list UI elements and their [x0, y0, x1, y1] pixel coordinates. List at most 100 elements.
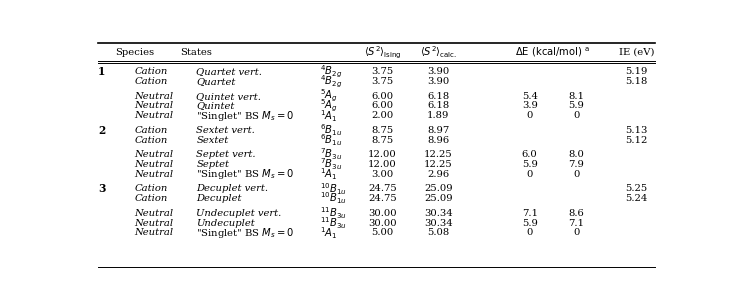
- Text: 30.34: 30.34: [424, 209, 453, 218]
- Text: 6.18: 6.18: [427, 92, 449, 101]
- Text: 5.25: 5.25: [625, 184, 648, 193]
- Text: Cation: Cation: [135, 136, 168, 145]
- Text: 3.75: 3.75: [371, 77, 394, 86]
- Text: $\Delta$E (kcal/mol) $^{\rm a}$: $\Delta$E (kcal/mol) $^{\rm a}$: [515, 46, 591, 59]
- Text: 3.90: 3.90: [427, 77, 449, 86]
- Text: 8.96: 8.96: [427, 136, 449, 145]
- Text: Quintet vert.: Quintet vert.: [196, 92, 262, 101]
- Text: Sextet vert.: Sextet vert.: [196, 126, 255, 135]
- Text: 5.24: 5.24: [625, 194, 648, 203]
- Text: 5.12: 5.12: [625, 136, 648, 145]
- Text: Quartet: Quartet: [196, 77, 236, 86]
- Text: $\langle S^2\rangle_{\rm calc.}$: $\langle S^2\rangle_{\rm calc.}$: [420, 45, 457, 60]
- Text: 2.00: 2.00: [371, 111, 394, 120]
- Text: 2: 2: [98, 125, 105, 136]
- Text: $^1A_1$: $^1A_1$: [320, 108, 338, 124]
- Text: Cation: Cation: [135, 126, 168, 135]
- Text: Species: Species: [115, 48, 154, 57]
- Text: 8.97: 8.97: [427, 126, 449, 135]
- Text: 12.00: 12.00: [368, 160, 397, 169]
- Text: 3: 3: [98, 183, 105, 194]
- Text: $^1A_1$: $^1A_1$: [320, 225, 338, 241]
- Text: $^7B_{3u}$: $^7B_{3u}$: [320, 147, 343, 162]
- Text: 3.00: 3.00: [371, 170, 394, 179]
- Text: 30.34: 30.34: [424, 218, 453, 228]
- Text: Septet: Septet: [196, 160, 229, 169]
- Text: Decuplet vert.: Decuplet vert.: [196, 184, 268, 193]
- Text: 1.89: 1.89: [427, 111, 450, 120]
- Text: $^5A_g$: $^5A_g$: [320, 98, 338, 114]
- Text: 5.9: 5.9: [522, 160, 538, 169]
- Text: Neutral: Neutral: [135, 209, 173, 218]
- Text: Neutral: Neutral: [135, 92, 173, 101]
- Text: $^{11}B_{3u}$: $^{11}B_{3u}$: [320, 205, 347, 221]
- Text: 0: 0: [573, 228, 579, 237]
- Text: Sextet: Sextet: [196, 136, 229, 145]
- Text: Neutral: Neutral: [135, 150, 173, 159]
- Text: 8.6: 8.6: [568, 209, 584, 218]
- Text: 30.00: 30.00: [368, 218, 397, 228]
- Text: $^{10}B_{1u}$: $^{10}B_{1u}$: [320, 181, 347, 197]
- Text: 5.4: 5.4: [522, 92, 538, 101]
- Text: Septet vert.: Septet vert.: [196, 150, 256, 159]
- Text: 6.18: 6.18: [427, 102, 449, 111]
- Text: Neutral: Neutral: [135, 111, 173, 120]
- Text: 5.9: 5.9: [568, 102, 584, 111]
- Text: $^4B_{2g}$: $^4B_{2g}$: [320, 64, 343, 80]
- Text: $^6B_{1u}$: $^6B_{1u}$: [320, 122, 343, 138]
- Text: 3.90: 3.90: [427, 67, 449, 76]
- Text: Neutral: Neutral: [135, 160, 173, 169]
- Text: $^{11}B_{3u}$: $^{11}B_{3u}$: [320, 215, 347, 231]
- Text: 8.75: 8.75: [371, 126, 394, 135]
- Text: Undecuplet: Undecuplet: [196, 218, 255, 228]
- Text: 5.19: 5.19: [625, 67, 648, 76]
- Text: Cation: Cation: [135, 184, 168, 193]
- Text: Cation: Cation: [135, 67, 168, 76]
- Text: Neutral: Neutral: [135, 102, 173, 111]
- Text: $^1A_1$: $^1A_1$: [320, 167, 338, 182]
- Text: 7.1: 7.1: [568, 218, 584, 228]
- Text: 5.00: 5.00: [371, 228, 394, 237]
- Text: 12.00: 12.00: [368, 150, 397, 159]
- Text: Cation: Cation: [135, 77, 168, 86]
- Text: $^5A_g$: $^5A_g$: [320, 88, 338, 104]
- Text: 24.75: 24.75: [368, 184, 397, 193]
- Text: Neutral: Neutral: [135, 170, 173, 179]
- Text: IE (eV): IE (eV): [619, 48, 654, 57]
- Text: $^{10}B_{1u}$: $^{10}B_{1u}$: [320, 191, 347, 206]
- Text: 0: 0: [526, 111, 533, 120]
- Text: 1: 1: [98, 66, 105, 77]
- Text: 6.0: 6.0: [522, 150, 537, 159]
- Text: 7.9: 7.9: [568, 160, 584, 169]
- Text: 3.9: 3.9: [522, 102, 538, 111]
- Text: Decuplet: Decuplet: [196, 194, 242, 203]
- Text: 8.0: 8.0: [568, 150, 584, 159]
- Text: 0: 0: [526, 170, 533, 179]
- Text: 30.00: 30.00: [368, 209, 397, 218]
- Text: $\langle S^2\rangle_{\rm Ising}$: $\langle S^2\rangle_{\rm Ising}$: [364, 45, 401, 61]
- Text: 5.13: 5.13: [625, 126, 648, 135]
- Text: 0: 0: [526, 228, 533, 237]
- Text: 5.18: 5.18: [625, 77, 648, 86]
- Text: Quartet vert.: Quartet vert.: [196, 67, 262, 76]
- Text: 5.08: 5.08: [427, 228, 449, 237]
- Text: 24.75: 24.75: [368, 194, 397, 203]
- Text: 7.1: 7.1: [522, 209, 538, 218]
- Text: 6.00: 6.00: [371, 92, 393, 101]
- Text: 25.09: 25.09: [424, 184, 453, 193]
- Text: $^4B_{2g}$: $^4B_{2g}$: [320, 74, 343, 90]
- Text: 5.9: 5.9: [522, 218, 538, 228]
- Text: Cation: Cation: [135, 194, 168, 203]
- Text: Neutral: Neutral: [135, 218, 173, 228]
- Text: 0: 0: [573, 170, 579, 179]
- Text: 8.75: 8.75: [371, 136, 394, 145]
- Text: 12.25: 12.25: [424, 150, 453, 159]
- Text: 3.75: 3.75: [371, 67, 394, 76]
- Text: 0: 0: [573, 111, 579, 120]
- Text: 6.00: 6.00: [371, 102, 393, 111]
- Text: "Singlet" BS $M_s = 0$: "Singlet" BS $M_s = 0$: [196, 109, 295, 123]
- Text: $^6B_{1u}$: $^6B_{1u}$: [320, 132, 343, 148]
- Text: $^7B_{3u}$: $^7B_{3u}$: [320, 157, 343, 172]
- Text: 12.25: 12.25: [424, 160, 453, 169]
- Text: 25.09: 25.09: [424, 194, 453, 203]
